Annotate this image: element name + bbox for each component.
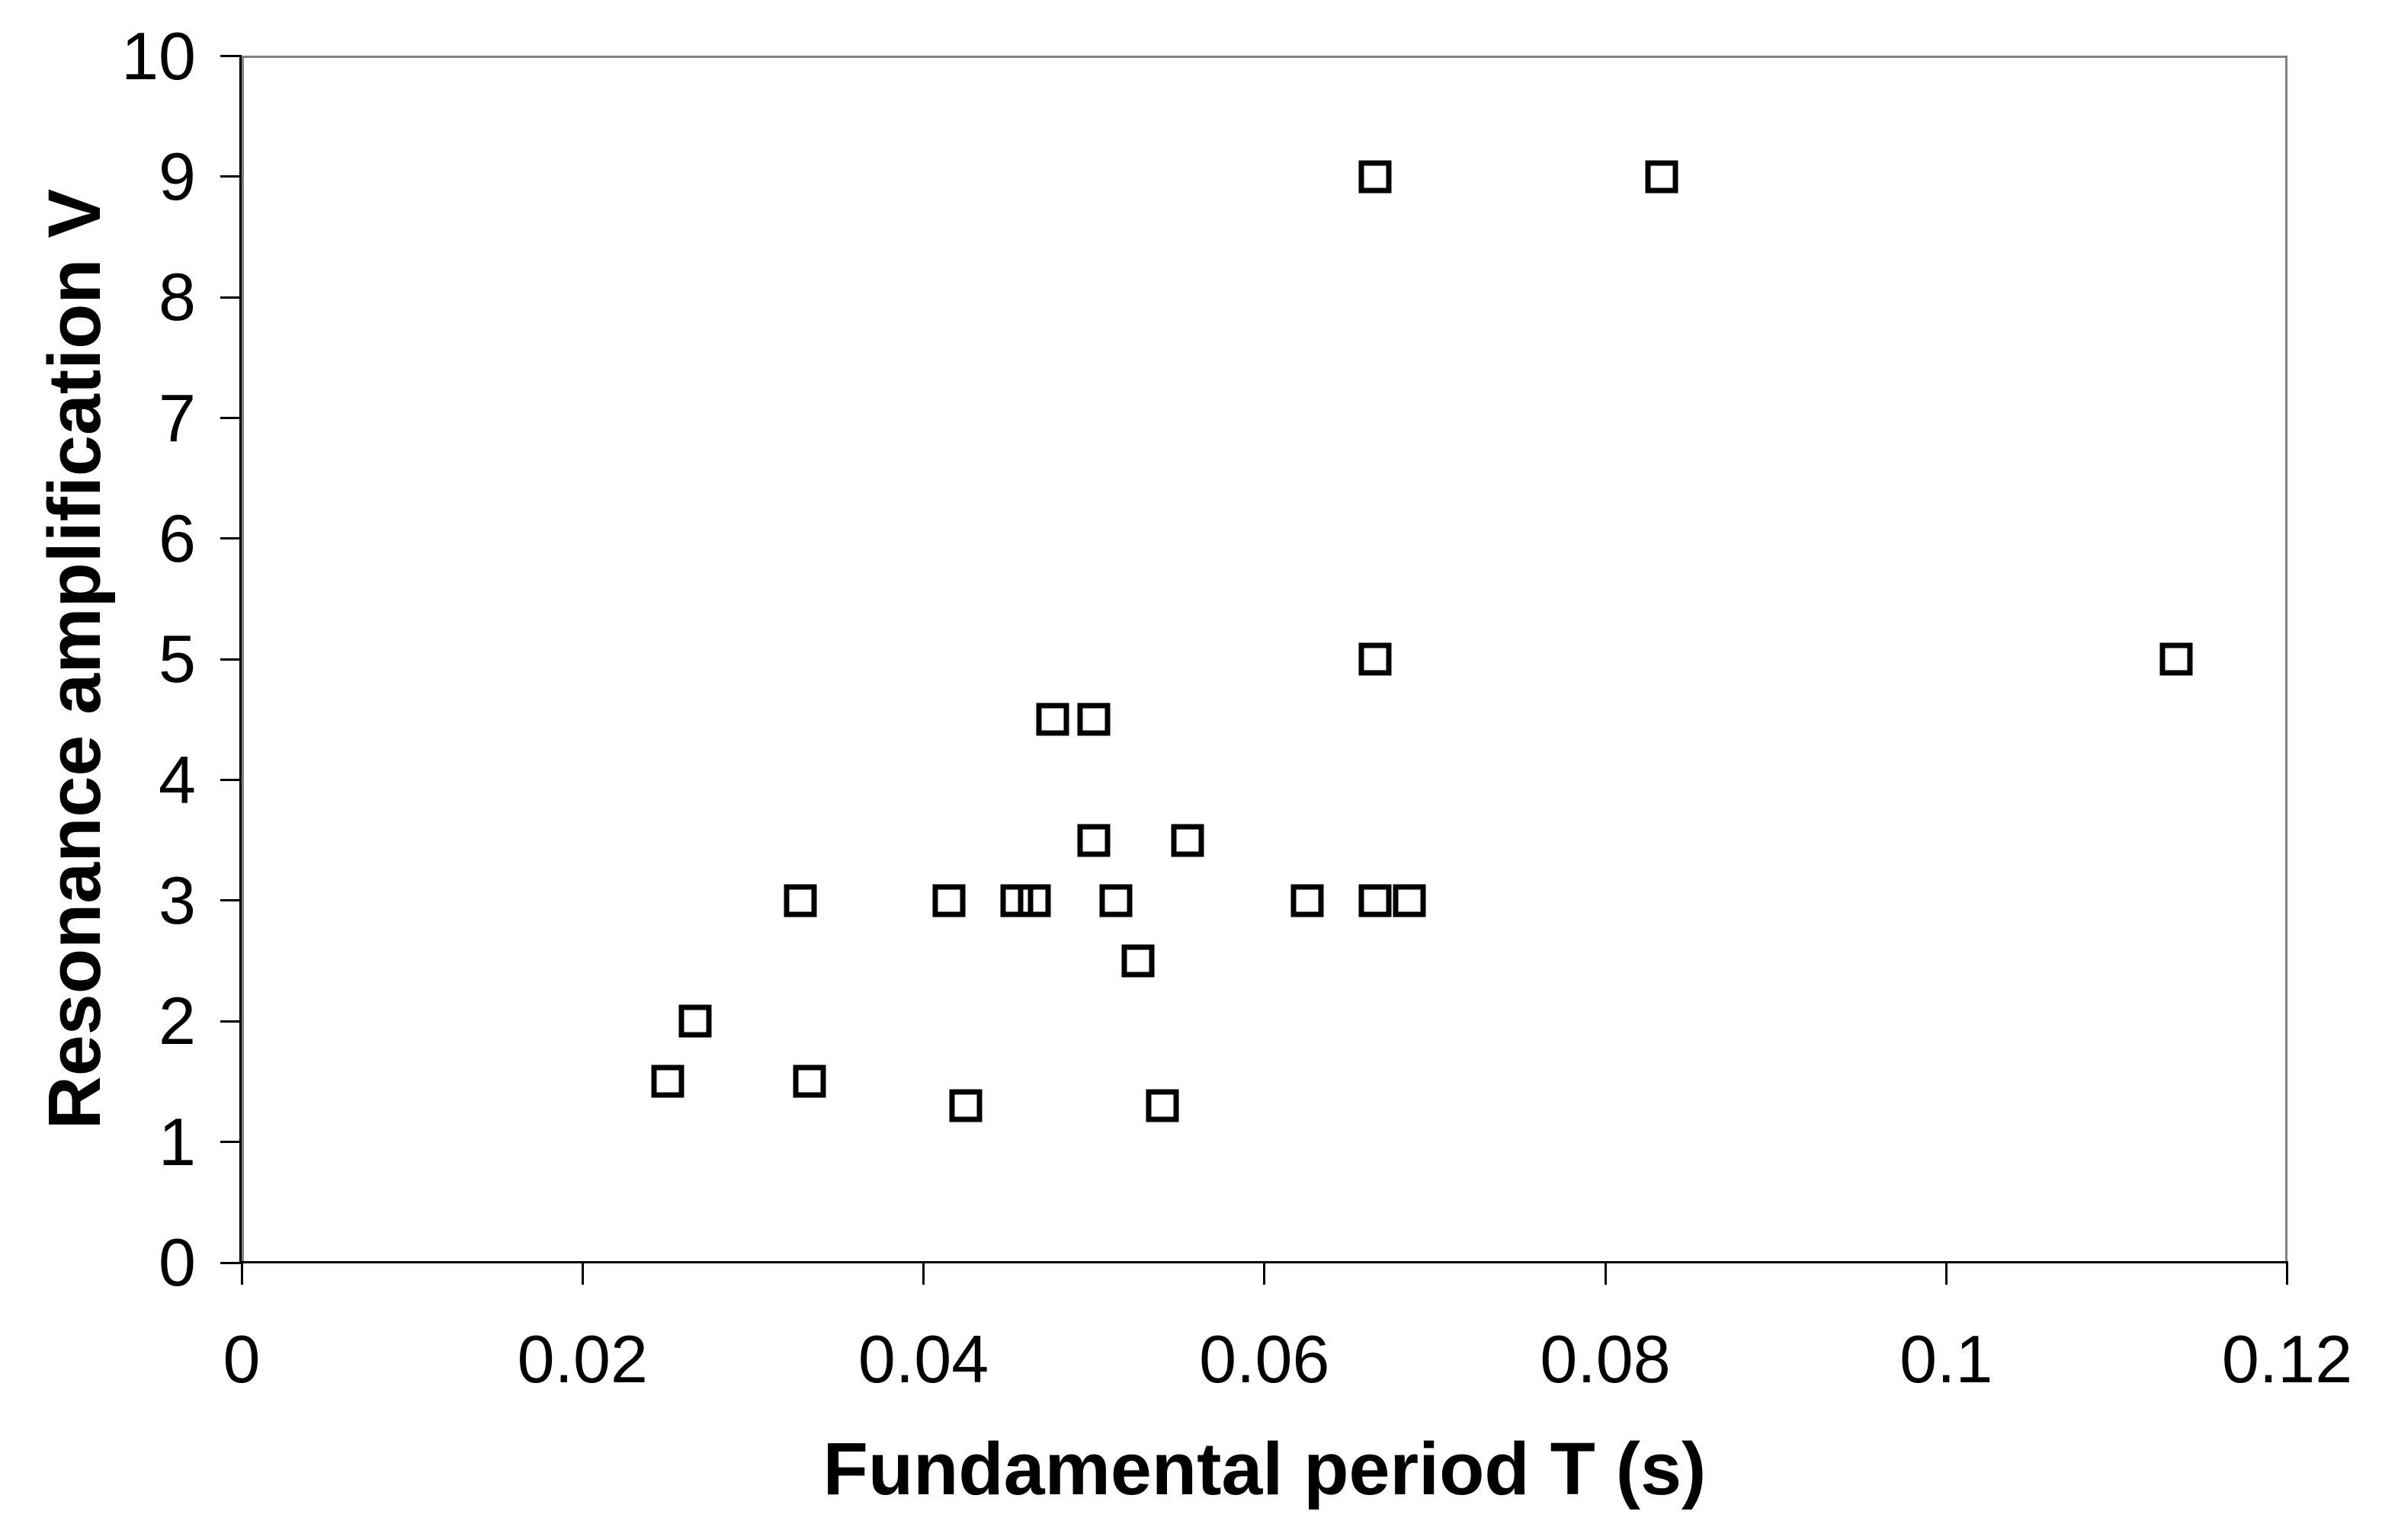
- y-tick-label: 9: [159, 138, 196, 214]
- data-point-marker: [1146, 1089, 1179, 1122]
- y-tick-mark: [220, 779, 242, 782]
- x-tick-label: 0.08: [1540, 1321, 1671, 1397]
- data-point-marker: [1036, 703, 1069, 736]
- data-point-marker: [1358, 642, 1392, 676]
- data-point-marker: [1099, 884, 1133, 917]
- data-point-marker: [651, 1065, 684, 1098]
- data-point-marker: [793, 1065, 826, 1098]
- y-tick-mark: [220, 175, 242, 178]
- data-point-marker: [1393, 884, 1426, 917]
- data-point-marker: [949, 1089, 983, 1122]
- y-tick-mark: [220, 1261, 242, 1264]
- x-tick-label: 0.04: [858, 1321, 989, 1397]
- data-point-marker: [678, 1004, 712, 1038]
- y-tick-mark: [220, 417, 242, 420]
- data-point-marker: [1077, 824, 1111, 857]
- y-tick-mark: [220, 658, 242, 661]
- data-point-marker: [1077, 703, 1111, 736]
- x-axis-line: [239, 1261, 2288, 1263]
- data-point-marker: [1121, 944, 1155, 978]
- x-tick-label: 0.06: [1199, 1321, 1330, 1397]
- data-point-marker: [932, 884, 966, 917]
- y-tick-mark: [220, 899, 242, 902]
- y-tick-mark: [220, 55, 242, 57]
- x-tick-label: 0.02: [517, 1321, 648, 1397]
- y-tick-label: 8: [159, 259, 196, 335]
- y-tick-label: 5: [159, 621, 196, 697]
- x-tick-label: 0.1: [1900, 1321, 1993, 1397]
- x-tick-mark: [1604, 1263, 1607, 1285]
- data-point-marker: [1358, 160, 1392, 194]
- data-point-marker: [784, 884, 817, 917]
- y-tick-label: 0: [159, 1225, 196, 1300]
- x-tick-label: 0.12: [2221, 1321, 2353, 1397]
- x-tick-mark: [581, 1263, 584, 1285]
- x-tick-mark: [1944, 1263, 1948, 1285]
- y-tick-label: 10: [121, 18, 196, 94]
- y-tick-mark: [220, 537, 242, 540]
- x-tick-mark: [1263, 1263, 1266, 1285]
- data-point-marker: [1018, 884, 1051, 917]
- data-point-marker: [1290, 884, 1324, 917]
- x-tick-mark: [922, 1263, 925, 1285]
- y-tick-mark: [220, 1020, 242, 1023]
- x-tick-mark: [240, 1263, 243, 1285]
- x-axis-title: Fundamental period T (s): [822, 1427, 1707, 1510]
- data-point-marker: [1000, 884, 1034, 917]
- data-point-marker: [1645, 160, 1678, 194]
- y-tick-mark: [220, 1141, 242, 1144]
- data-point-marker: [2159, 642, 2193, 676]
- y-tick-label: 6: [159, 500, 196, 576]
- plot-area: [242, 56, 2287, 1263]
- x-tick-label: 0: [223, 1321, 261, 1397]
- y-tick-label: 4: [159, 741, 196, 818]
- y-tick-label: 1: [159, 1103, 196, 1180]
- y-tick-mark: [220, 296, 242, 299]
- x-tick-mark: [2286, 1263, 2288, 1285]
- data-point-marker: [1171, 824, 1204, 857]
- y-tick-label: 3: [159, 862, 196, 938]
- y-tick-label: 2: [159, 983, 196, 1059]
- y-axis-title: Resonance amplification V: [33, 188, 116, 1130]
- y-tick-label: 7: [159, 379, 196, 456]
- data-point-marker: [1358, 884, 1392, 917]
